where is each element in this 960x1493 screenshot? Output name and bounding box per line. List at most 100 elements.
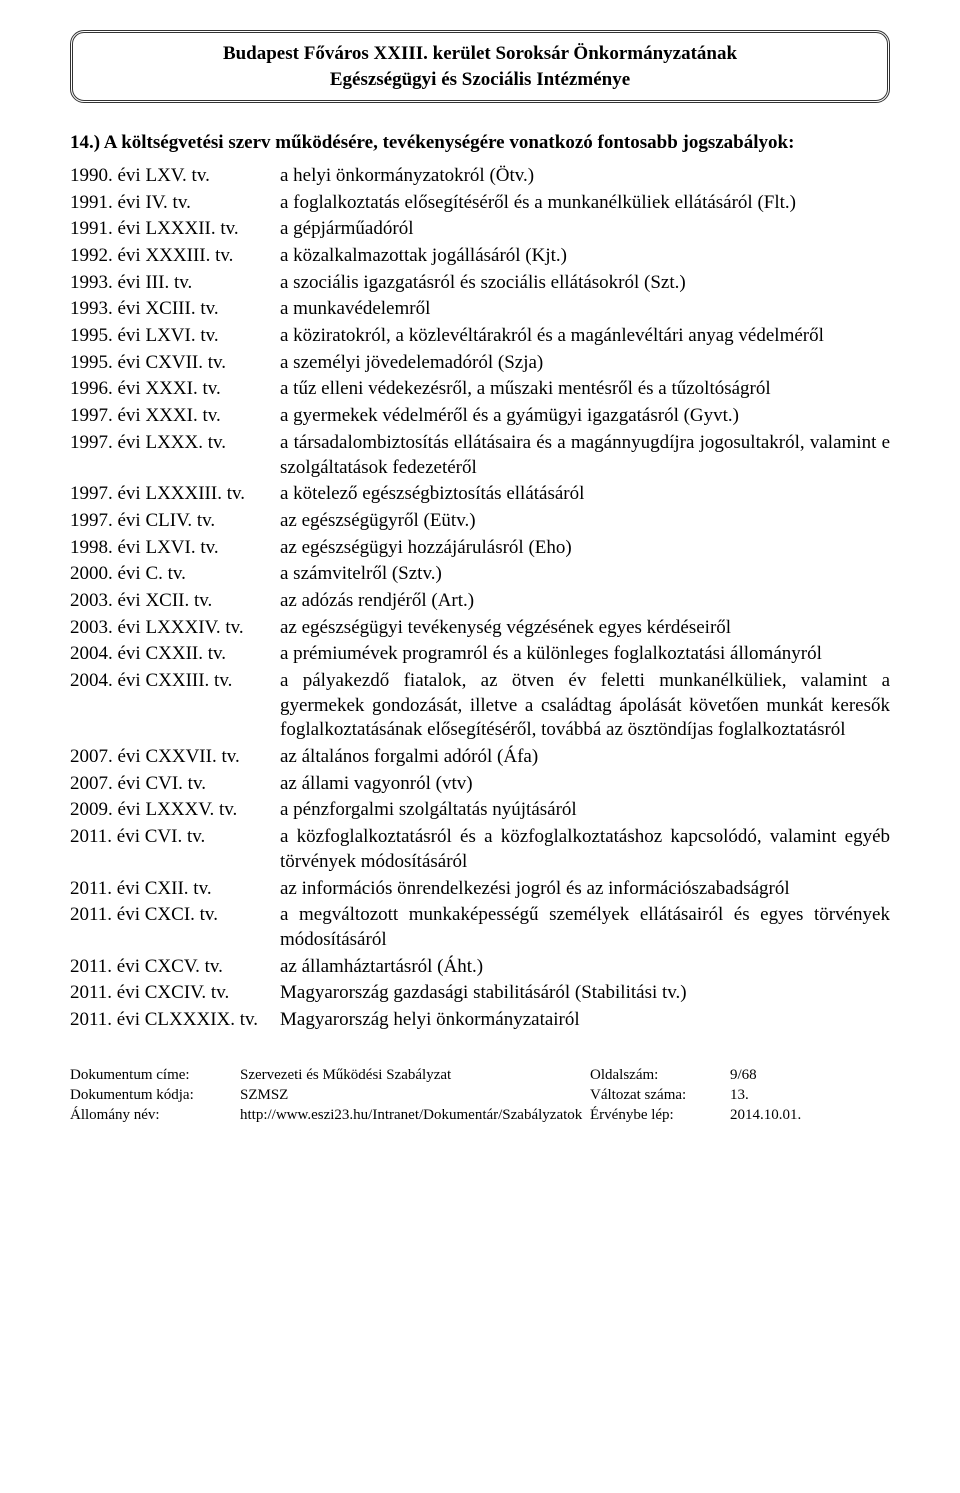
footer-label: Érvénybe lép: (590, 1105, 730, 1125)
law-row: 1997. évi LXXXIII. tv.a kötelező egészsé… (70, 482, 890, 509)
law-row: 2003. évi LXXXIV. tv.az egészségügyi tev… (70, 616, 890, 643)
law-description: a gépjárműadóról (280, 217, 890, 244)
law-year: 2011. évi CXCI. tv. (70, 903, 280, 954)
footer-value: http://www.eszi23.hu/Intranet/Dokumentár… (240, 1105, 590, 1125)
law-description: a tűz elleni védekezésről, a műszaki men… (280, 377, 890, 404)
footer-label: Állomány név: (70, 1105, 240, 1125)
document-footer: Dokumentum címe:Szervezeti és Működési S… (70, 1065, 890, 1126)
law-row: 2000. évi C. tv.a számvitelről (Sztv.) (70, 562, 890, 589)
footer-label: Változat száma: (590, 1085, 730, 1105)
section-heading: 14.) A költségvetési szerv működésére, t… (70, 131, 890, 156)
law-year: 1997. évi LXXXIII. tv. (70, 482, 280, 509)
law-description: az információs önrendelkezési jogról és … (280, 877, 890, 904)
law-row: 1993. évi III. tv.a szociális igazgatásr… (70, 271, 890, 298)
law-year: 2000. évi C. tv. (70, 562, 280, 589)
law-year: 1993. évi XCIII. tv. (70, 297, 280, 324)
law-row: 2011. évi CXII. tv.az információs önrend… (70, 877, 890, 904)
document-header-box: Budapest Főváros XXIII. kerület Soroksár… (70, 30, 890, 103)
footer-value: 13. (730, 1085, 890, 1105)
law-description: az állami vagyonról (vtv) (280, 772, 890, 799)
law-row: 2004. évi CXXIII. tv.a pályakezdő fiatal… (70, 669, 890, 745)
law-row: 1995. évi CXVII. tv.a személyi jövedelem… (70, 351, 890, 378)
header-line2: Egészségügyi és Szociális Intézménye (93, 67, 867, 93)
law-row: 1993. évi XCIII. tv.a munkavédelemről (70, 297, 890, 324)
law-row: 1990. évi LXV. tv.a helyi önkormányzatok… (70, 164, 890, 191)
law-row: 1997. évi XXXI. tv.a gyermekek védelmérő… (70, 404, 890, 431)
law-description: a társadalombiztosítás ellátásaira és a … (280, 431, 890, 482)
law-year: 2009. évi LXXXV. tv. (70, 798, 280, 825)
law-row: 2003. évi XCII. tv.az adózás rendjéről (… (70, 589, 890, 616)
footer-value: 2014.10.01. (730, 1105, 890, 1125)
law-year: 2007. évi CVI. tv. (70, 772, 280, 799)
law-year: 1996. évi XXXI. tv. (70, 377, 280, 404)
law-row: 1998. évi LXVI. tv.az egészségügyi hozzá… (70, 536, 890, 563)
law-description: a szociális igazgatásról és szociális el… (280, 271, 890, 298)
law-description: a kötelező egészségbiztosítás ellátásáró… (280, 482, 890, 509)
law-description: az egészségügyi tevékenység végzésének e… (280, 616, 890, 643)
footer-label: Dokumentum címe: (70, 1065, 240, 1085)
laws-table: 1990. évi LXV. tv.a helyi önkormányzatok… (70, 164, 890, 1035)
law-row: 2011. évi CXCI. tv.a megváltozott munkak… (70, 903, 890, 954)
law-description: a gyermekek védelméről és a gyámügyi iga… (280, 404, 890, 431)
law-row: 2011. évi CXCV. tv.az államháztartásról … (70, 955, 890, 982)
law-year: 1998. évi LXVI. tv. (70, 536, 280, 563)
law-row: 2009. évi LXXXV. tv.a pénzforgalmi szolg… (70, 798, 890, 825)
footer-row: Dokumentum kódja:SZMSZVáltozat száma:13. (70, 1085, 890, 1105)
footer-row: Állomány név:http://www.eszi23.hu/Intran… (70, 1105, 890, 1125)
law-row: 1997. évi LXXX. tv.a társadalombiztosítá… (70, 431, 890, 482)
law-description: az államháztartásról (Áht.) (280, 955, 890, 982)
law-year: 2004. évi CXXIII. tv. (70, 669, 280, 745)
law-year: 1992. évi XXXIII. tv. (70, 244, 280, 271)
law-description: a számvitelről (Sztv.) (280, 562, 890, 589)
law-year: 1997. évi LXXX. tv. (70, 431, 280, 482)
law-description: a pályakezdő fiatalok, az ötven év felet… (280, 669, 890, 745)
law-description: a személyi jövedelemadóról (Szja) (280, 351, 890, 378)
law-description: a köziratokról, a közlevéltárakról és a … (280, 324, 890, 351)
law-year: 1991. évi IV. tv. (70, 191, 280, 218)
law-description: az egészségügyről (Eütv.) (280, 509, 890, 536)
law-description: a közalkalmazottak jogállásáról (Kjt.) (280, 244, 890, 271)
law-year: 2003. évi XCII. tv. (70, 589, 280, 616)
law-year: 1991. évi LXXXII. tv. (70, 217, 280, 244)
law-description: az általános forgalmi adóról (Áfa) (280, 745, 890, 772)
law-description: Magyarország gazdasági stabilitásáról (S… (280, 981, 890, 1008)
law-year: 2011. évi CXII. tv. (70, 877, 280, 904)
law-year: 2007. évi CXXVII. tv. (70, 745, 280, 772)
law-year: 1995. évi CXVII. tv. (70, 351, 280, 378)
footer-value: 9/68 (730, 1065, 890, 1085)
law-row: 1992. évi XXXIII. tv.a közalkalmazottak … (70, 244, 890, 271)
law-description: a foglalkoztatás elősegítéséről és a mun… (280, 191, 890, 218)
law-row: 1995. évi LXVI. tv.a köziratokról, a köz… (70, 324, 890, 351)
law-year: 1993. évi III. tv. (70, 271, 280, 298)
law-description: a helyi önkormányzatokról (Ötv.) (280, 164, 890, 191)
law-description: a munkavédelemről (280, 297, 890, 324)
law-row: 1996. évi XXXI. tv.a tűz elleni védekezé… (70, 377, 890, 404)
law-row: 2004. évi CXXII. tv.a prémiumévek progra… (70, 642, 890, 669)
law-row: 2007. évi CVI. tv.az állami vagyonról (v… (70, 772, 890, 799)
footer-label: Dokumentum kódja: (70, 1085, 240, 1105)
law-year: 2004. évi CXXII. tv. (70, 642, 280, 669)
footer-row: Dokumentum címe:Szervezeti és Működési S… (70, 1065, 890, 1085)
footer-label: Oldalszám: (590, 1065, 730, 1085)
header-line1: Budapest Főváros XXIII. kerület Soroksár… (93, 41, 867, 67)
footer-value: SZMSZ (240, 1085, 590, 1105)
law-description: a pénzforgalmi szolgáltatás nyújtásáról (280, 798, 890, 825)
law-row: 2007. évi CXXVII. tv.az általános forgal… (70, 745, 890, 772)
law-description: Magyarország helyi önkormányzatairól (280, 1008, 890, 1035)
law-year: 2003. évi LXXXIV. tv. (70, 616, 280, 643)
law-year: 1990. évi LXV. tv. (70, 164, 280, 191)
law-year: 1997. évi XXXI. tv. (70, 404, 280, 431)
law-row: 1997. évi CLIV. tv.az egészségügyről (Eü… (70, 509, 890, 536)
law-year: 1997. évi CLIV. tv. (70, 509, 280, 536)
law-year: 2011. évi CVI. tv. (70, 825, 280, 876)
law-description: az egészségügyi hozzájárulásról (Eho) (280, 536, 890, 563)
law-year: 1995. évi LXVI. tv. (70, 324, 280, 351)
law-row: 1991. évi IV. tv.a foglalkoztatás előseg… (70, 191, 890, 218)
law-description: a közfoglalkoztatásról és a közfoglalkoz… (280, 825, 890, 876)
law-row: 2011. évi CVI. tv.a közfoglalkoztatásról… (70, 825, 890, 876)
law-year: 2011. évi CXCIV. tv. (70, 981, 280, 1008)
law-row: 2011. évi CLXXXIX. tv.Magyarország helyi… (70, 1008, 890, 1035)
law-year: 2011. évi CLXXXIX. tv. (70, 1008, 280, 1035)
law-row: 1991. évi LXXXII. tv.a gépjárműadóról (70, 217, 890, 244)
law-year: 2011. évi CXCV. tv. (70, 955, 280, 982)
